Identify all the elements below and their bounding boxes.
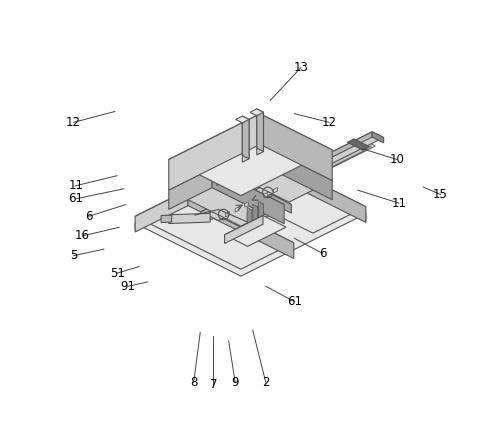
Polygon shape [135,190,188,232]
Polygon shape [217,144,332,202]
Polygon shape [372,132,384,143]
Polygon shape [260,161,366,221]
Polygon shape [291,140,375,183]
Polygon shape [260,154,366,222]
Polygon shape [260,144,332,200]
Polygon shape [274,187,278,193]
Polygon shape [188,190,294,259]
Polygon shape [247,207,252,244]
Polygon shape [242,116,249,159]
Text: 12: 12 [66,116,81,129]
Text: 6: 6 [85,210,93,223]
Polygon shape [250,109,264,116]
Polygon shape [169,168,284,226]
Polygon shape [264,192,268,198]
Polygon shape [259,204,264,240]
Text: 61: 61 [287,295,302,308]
Polygon shape [161,215,172,222]
Polygon shape [169,213,210,224]
Polygon shape [135,161,260,230]
Polygon shape [291,132,384,178]
Text: 10: 10 [389,153,404,166]
Polygon shape [287,142,372,184]
Polygon shape [169,114,260,190]
Polygon shape [169,168,212,209]
Polygon shape [135,190,294,269]
Polygon shape [279,145,364,187]
Polygon shape [209,187,292,229]
Text: 11: 11 [392,197,407,210]
Polygon shape [209,187,258,220]
Polygon shape [244,202,248,207]
Text: 7: 7 [209,378,217,391]
Text: 16: 16 [75,229,90,243]
Polygon shape [201,171,300,221]
Polygon shape [201,171,283,217]
Text: 91: 91 [121,280,136,293]
Polygon shape [207,154,260,196]
Text: 9: 9 [231,376,239,389]
Polygon shape [257,109,264,152]
Text: 61: 61 [68,192,83,205]
Polygon shape [224,215,263,243]
Text: 12: 12 [322,116,337,129]
Polygon shape [242,119,249,162]
Text: 6: 6 [319,247,326,260]
Polygon shape [212,168,284,224]
Polygon shape [207,154,366,233]
Polygon shape [259,201,264,238]
Text: 2: 2 [262,376,270,389]
Polygon shape [258,187,292,213]
Text: 15: 15 [433,188,448,201]
Polygon shape [247,210,252,246]
Polygon shape [253,207,258,243]
Polygon shape [169,114,332,196]
Polygon shape [217,144,260,185]
Polygon shape [135,161,366,276]
Text: 8: 8 [190,376,197,389]
Text: 11: 11 [68,179,83,192]
Polygon shape [253,205,258,241]
Polygon shape [260,114,332,180]
Polygon shape [257,112,264,155]
Polygon shape [235,207,239,212]
Text: 13: 13 [293,61,308,74]
Polygon shape [291,132,372,178]
Polygon shape [224,215,286,246]
Polygon shape [283,143,368,186]
Text: 5: 5 [70,249,77,262]
Polygon shape [235,116,249,123]
Polygon shape [347,139,369,150]
Text: 51: 51 [110,267,125,280]
Polygon shape [225,212,229,217]
